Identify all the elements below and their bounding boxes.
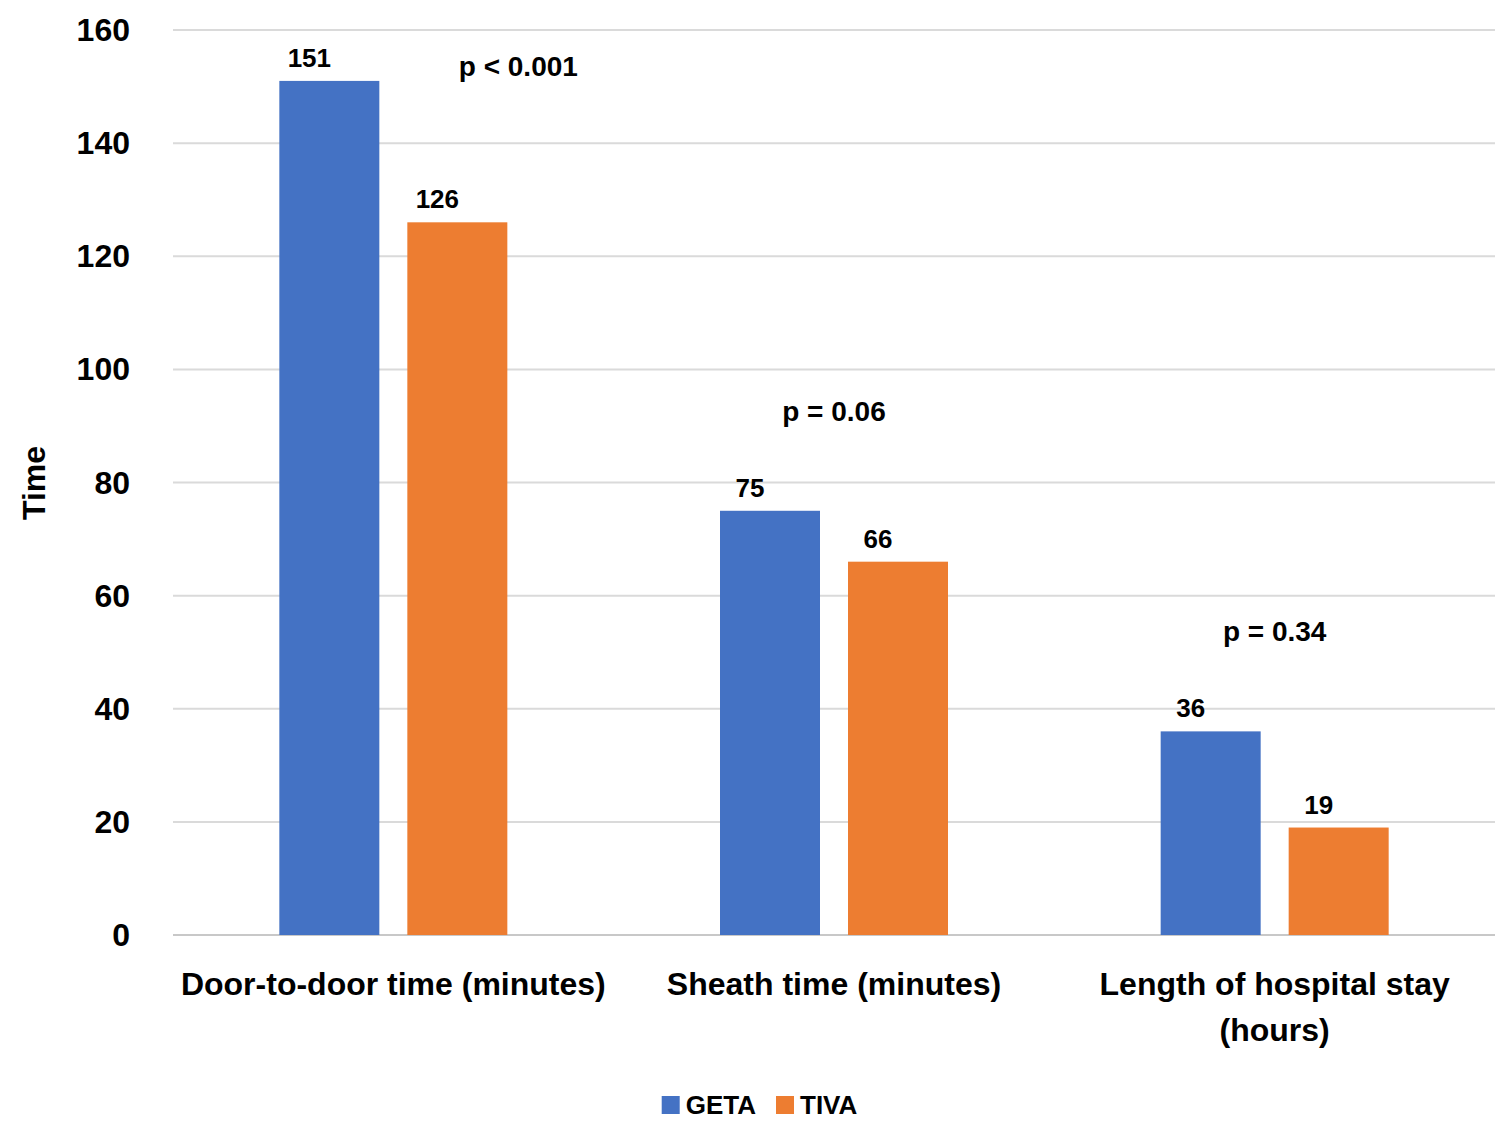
y-tick-label: 120 <box>77 238 130 274</box>
bar <box>1161 731 1261 935</box>
y-tick-label: 40 <box>94 691 130 727</box>
y-tick-label: 60 <box>94 578 130 614</box>
y-tick-label: 100 <box>77 351 130 387</box>
bar <box>407 222 507 935</box>
x-tick-line: Sheath time (minutes) <box>667 966 1001 1002</box>
data-label: 19 <box>1304 790 1333 820</box>
x-tick-line: (hours) <box>1220 1012 1330 1048</box>
x-tick-line: Door-to-door time (minutes) <box>181 966 606 1002</box>
data-label: 75 <box>736 473 765 503</box>
bar <box>1289 828 1389 935</box>
bar <box>279 81 379 935</box>
chart: 0 20 40 60 80 100 120 140 160 Time 151 126 Door-to-d… <box>0 0 1499 1132</box>
y-tick-label: 160 <box>77 12 130 48</box>
data-label: 36 <box>1176 693 1205 723</box>
y-tick-label: 80 <box>94 465 130 501</box>
x-tick-line: Length of hospital stay <box>1100 966 1450 1002</box>
bars <box>279 81 1388 935</box>
y-tick-label: 0 <box>112 917 130 953</box>
y-axis-label: Time <box>16 446 52 520</box>
grid-line <box>173 29 1495 31</box>
x-tick-label: Door-to-door time (minutes) <box>181 966 606 1002</box>
y-tick-label: 20 <box>94 804 130 840</box>
data-label: 151 <box>288 43 331 73</box>
y-tick-label: 140 <box>77 125 130 161</box>
bar <box>848 562 948 935</box>
x-tick-label: Sheath time (minutes) <box>667 966 1001 1002</box>
annotation: p = 0.06 <box>782 396 886 427</box>
legend: GETA TIVA <box>662 1090 858 1120</box>
x-tick-label: Length of hospital stay (hours) <box>1100 966 1450 1048</box>
annotation: p < 0.001 <box>459 51 578 82</box>
data-label: 66 <box>864 524 893 554</box>
legend-label: TIVA <box>800 1090 858 1120</box>
data-label: 126 <box>416 184 459 214</box>
annotation: p = 0.34 <box>1223 616 1327 647</box>
legend-swatch <box>662 1096 680 1114</box>
legend-label: GETA <box>686 1090 757 1120</box>
bar <box>720 511 820 935</box>
legend-swatch <box>776 1096 794 1114</box>
